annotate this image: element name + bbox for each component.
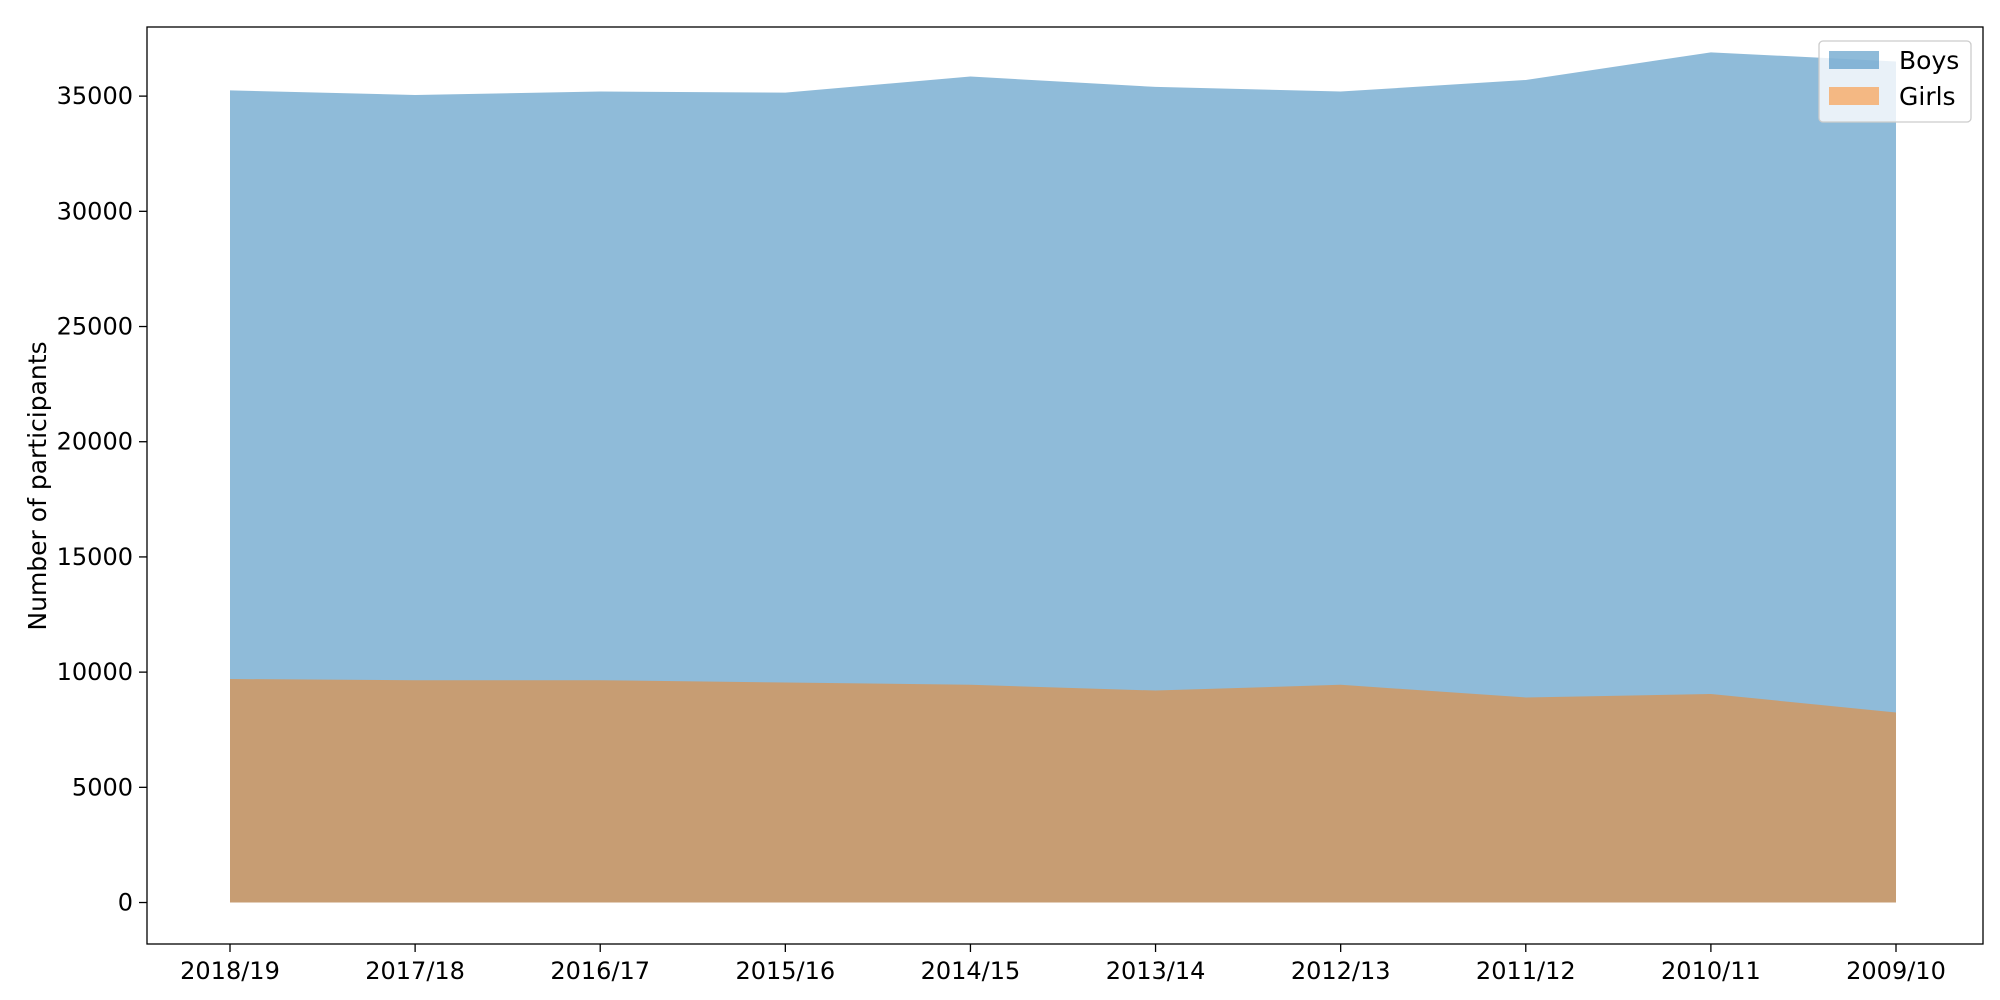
y-axis: 0 5000 10000 15000 20000 25000 30000 35000 <box>57 82 147 917</box>
legend-label-boys: Boys <box>1899 46 1959 75</box>
x-tick-label: 2015/16 <box>735 957 835 985</box>
legend-label-girls: Girls <box>1899 82 1956 111</box>
x-tick-label: 2010/11 <box>1661 957 1761 985</box>
x-axis: 2018/19 2017/18 2016/17 2015/16 2014/15 2013/… <box>180 944 1946 985</box>
legend: Boys Girls <box>1818 40 1972 123</box>
x-tick-label: 2017/18 <box>365 957 465 985</box>
plot-frame <box>146 26 1984 945</box>
x-tick-label: 2013/14 <box>1106 957 1206 985</box>
x-tick-label: 2018/19 <box>180 957 280 985</box>
x-tick-label: 2011/12 <box>1476 957 1576 985</box>
y-tick-label: 25000 <box>57 313 133 341</box>
y-tick-label: 35000 <box>57 82 133 110</box>
x-tick-label: 2014/15 <box>921 957 1021 985</box>
y-tick-label: 15000 <box>57 543 133 571</box>
y-axis-label: Number of participants <box>23 341 52 630</box>
plot-areas <box>230 52 1896 903</box>
x-tick-label: 2009/10 <box>1846 957 1946 985</box>
y-tick-label: 0 <box>118 889 133 917</box>
area-girls <box>230 679 1896 903</box>
legend-swatch-girls <box>1829 87 1879 105</box>
y-tick-label: 5000 <box>72 773 133 801</box>
y-tick-label: 30000 <box>57 197 133 225</box>
y-tick-label: 20000 <box>57 428 133 456</box>
y-tick-label: 10000 <box>57 658 133 686</box>
x-tick-label: 2016/17 <box>550 957 650 985</box>
x-tick-label: 2012/13 <box>1291 957 1391 985</box>
legend-swatch-boys <box>1829 51 1879 69</box>
